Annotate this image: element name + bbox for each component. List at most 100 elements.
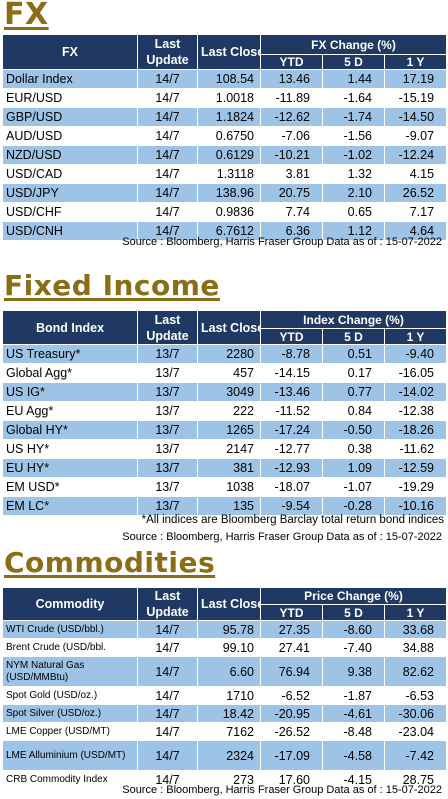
row-name-cell: EM LC* xyxy=(2,496,138,516)
row-ytd-cell: -18.07 xyxy=(260,477,323,497)
row-update-cell: 14/7 xyxy=(137,656,198,687)
row-1y-cell: 82.62 xyxy=(384,656,447,687)
row-ytd-cell: -12.62 xyxy=(260,107,323,127)
row-ytd-cell: 7.74 xyxy=(260,202,323,222)
row-1y-cell: -19.29 xyxy=(383,477,448,497)
row-5d-cell: -8.60 xyxy=(322,620,385,639)
row-ytd-cell: 20.75 xyxy=(260,183,323,203)
row-update-cell: 14/7 xyxy=(137,740,198,771)
fx-header-last-close: Last Close xyxy=(197,34,261,70)
row-update-cell: 13/7 xyxy=(137,344,198,364)
row-5d-cell: 1.09 xyxy=(322,458,385,478)
row-ytd-cell: -8.78 xyxy=(260,344,323,364)
row-name-cell: AUD/USD xyxy=(2,126,138,146)
row-1y-cell: 28.75 xyxy=(384,770,447,789)
table-row: Spot Silver (USD/oz.) 14/7 18.42 -20.95 -4.6… xyxy=(2,704,447,723)
row-update-cell: 13/7 xyxy=(137,496,198,516)
row-ytd-cell: 27.35 xyxy=(260,620,323,639)
row-name-cell: LME Alluminium (USD/MT) xyxy=(2,740,138,771)
row-ytd-cell: -11.52 xyxy=(260,401,323,421)
row-update-cell: 13/7 xyxy=(137,401,198,421)
row-5d-cell: -8.48 xyxy=(322,722,385,741)
table-row: Brent Crude (USD/bbl. 14/7 99.10 27.41 -7.40… xyxy=(2,638,447,657)
row-close-cell: 95.78 xyxy=(197,620,261,639)
fi-header-last-update: Last Update xyxy=(137,310,198,345)
table-row: CRB Commodity Index 14/7 273 17.60 -4.15 28.7… xyxy=(2,770,447,789)
row-close-cell: 1265 xyxy=(197,420,261,440)
row-ytd-cell: -20.95 xyxy=(260,704,323,723)
row-name-cell: EU HY* xyxy=(2,458,138,478)
row-name-cell: Global HY* xyxy=(2,420,138,440)
row-update-cell: 14/7 xyxy=(137,704,198,723)
row-close-cell: 0.9836 xyxy=(197,202,261,222)
row-1y-cell: 4.64 xyxy=(383,221,448,241)
row-ytd-cell: -9.54 xyxy=(260,496,323,516)
row-ytd-cell: -17.09 xyxy=(260,740,323,771)
table-row: GBP/USD 14/7 1.1824 -12.62 -1.74 -14.50 xyxy=(2,107,448,127)
row-close-cell: 2280 xyxy=(197,344,261,364)
row-1y-cell: 7.17 xyxy=(383,202,448,222)
fi-header-1y: 1 Y xyxy=(383,328,448,345)
row-1y-cell: -15.19 xyxy=(383,88,448,108)
fi-header-5d: 5 D xyxy=(322,328,385,345)
row-5d-cell: 1.32 xyxy=(322,164,385,184)
row-close-cell: 1.1824 xyxy=(197,107,261,127)
row-name-cell: USD/CHF xyxy=(2,202,138,222)
row-ytd-cell: 13.46 xyxy=(260,69,323,89)
row-close-cell: 18.42 xyxy=(197,704,261,723)
row-1y-cell: -12.59 xyxy=(383,458,448,478)
row-5d-cell: -1.87 xyxy=(322,686,385,705)
row-name-cell: USD/JPY xyxy=(2,183,138,203)
row-1y-cell: -11.62 xyxy=(383,439,448,459)
row-ytd-cell: -26.52 xyxy=(260,722,323,741)
row-1y-cell: -23.04 xyxy=(384,722,447,741)
row-5d-cell: -1.74 xyxy=(322,107,385,127)
table-row: USD/CHF 14/7 0.9836 7.74 0.65 7.17 xyxy=(2,202,448,222)
table-row: USD/CNH 14/7 6.7612 6.36 1.12 4.64 xyxy=(2,221,448,241)
fi-header-name: Bond Index xyxy=(2,310,138,345)
table-row: US HY* 13/7 2147 -12.77 0.38 -11.62 xyxy=(2,439,448,459)
commodities-section-title: Commodities xyxy=(4,546,216,579)
row-5d-cell: 1.12 xyxy=(322,221,385,241)
row-5d-cell: -4.61 xyxy=(322,704,385,723)
fixed-income-rows: US Treasury* 13/7 2280 -8.78 0.51 -9.40 Global… xyxy=(2,344,448,516)
row-update-cell: 13/7 xyxy=(137,458,198,478)
commodity-header-5d: 5 D xyxy=(322,604,385,621)
table-row: Global Agg* 13/7 457 -14.15 0.17 -16.05 xyxy=(2,363,448,383)
fx-section-title: FX xyxy=(4,0,49,32)
row-5d-cell: -1.56 xyxy=(322,126,385,146)
row-close-cell: 457 xyxy=(197,363,261,383)
row-name-cell: EM USD* xyxy=(2,477,138,497)
row-close-cell: 99.10 xyxy=(197,638,261,657)
fx-header-change-group: FX Change (%) xyxy=(259,34,448,55)
row-close-cell: 1.0018 xyxy=(197,88,261,108)
row-close-cell: 1.3118 xyxy=(197,164,261,184)
row-update-cell: 13/7 xyxy=(137,477,198,497)
table-row: LME Copper (USD/MT) 14/7 7162 -26.52 -8.48 -2… xyxy=(2,722,447,741)
row-name-cell: CRB Commodity Index xyxy=(2,770,138,789)
row-close-cell: 2324 xyxy=(197,740,261,771)
row-update-cell: 14/7 xyxy=(137,107,198,127)
fx-source: Source : Bloomberg, Harris Fraser Group … xyxy=(122,236,442,248)
fi-header-ytd: YTD xyxy=(260,328,323,345)
commodity-header-last-close: Last Close xyxy=(197,587,261,621)
fx-header-name: FX xyxy=(2,34,138,70)
row-update-cell: 14/7 xyxy=(137,183,198,203)
row-update-cell: 14/7 xyxy=(137,202,198,222)
row-update-cell: 14/7 xyxy=(137,770,198,789)
fx-rows: Dollar Index 14/7 108.54 13.46 1.44 17.19 EUR/… xyxy=(2,69,448,241)
table-row: Spot Gold (USD/oz.) 14/7 1710 -6.52 -1.87 -6.… xyxy=(2,686,447,705)
row-5d-cell: 0.65 xyxy=(322,202,385,222)
row-ytd-cell: -14.15 xyxy=(260,363,323,383)
row-update-cell: 13/7 xyxy=(137,363,198,383)
row-update-cell: 13/7 xyxy=(137,439,198,459)
row-5d-cell: -7.40 xyxy=(322,638,385,657)
table-row: NYM Natural Gas (USD/MMBtu) 14/7 6.60 76.94… xyxy=(2,656,447,687)
row-1y-cell: 26.52 xyxy=(383,183,448,203)
fx-header-1y: 1 Y xyxy=(383,54,448,70)
table-row: EUR/USD 14/7 1.0018 -11.89 -1.64 -15.19 xyxy=(2,88,448,108)
table-row: EM USD* 13/7 1038 -18.07 -1.07 -19.29 xyxy=(2,477,448,497)
row-update-cell: 13/7 xyxy=(137,382,198,402)
fx-header-ytd: YTD xyxy=(260,54,323,70)
row-close-cell: 1710 xyxy=(197,686,261,705)
